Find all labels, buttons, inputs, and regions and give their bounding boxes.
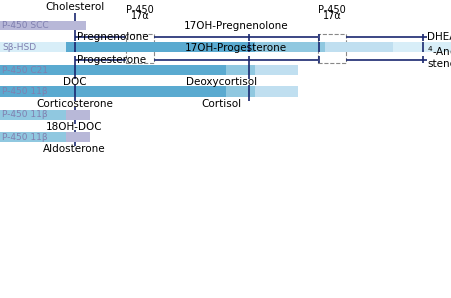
Bar — [0, 42, 451, 52]
Bar — [0, 65, 298, 75]
Text: Corticosterone: Corticosterone — [36, 99, 113, 109]
Text: P-450 11β: P-450 11β — [2, 133, 48, 142]
Text: P-450 11β: P-450 11β — [2, 87, 48, 96]
Bar — [0, 110, 90, 120]
Text: Progesterone: Progesterone — [77, 55, 146, 65]
Bar — [65, 42, 392, 52]
Text: Pregnenolone: Pregnenolone — [77, 32, 148, 42]
Bar — [0, 86, 255, 97]
Text: P-450: P-450 — [318, 5, 345, 15]
Bar — [0, 65, 255, 75]
Text: $^4$-Andro-
stenedione: $^4$-Andro- stenedione — [426, 44, 451, 69]
Text: DOC: DOC — [63, 77, 86, 87]
Text: DHEA: DHEA — [426, 32, 451, 42]
Text: P-450: P-450 — [126, 5, 153, 15]
Text: 17OH-Progesterone: 17OH-Progesterone — [184, 43, 286, 53]
Bar — [125, 34, 154, 63]
Text: 17α: 17α — [322, 11, 341, 21]
Text: Cholesterol: Cholesterol — [45, 2, 104, 12]
Bar — [0, 65, 226, 75]
Bar — [65, 132, 90, 142]
Text: 17OH-Pregnenolone: 17OH-Pregnenolone — [183, 21, 288, 31]
Bar — [0, 86, 298, 97]
Bar — [65, 42, 255, 52]
Bar — [65, 110, 90, 120]
Bar — [0, 132, 90, 142]
Bar — [317, 34, 345, 63]
Text: P-450 C21: P-450 C21 — [2, 66, 48, 74]
Bar — [0, 86, 226, 97]
Text: P-450 SCC: P-450 SCC — [2, 21, 49, 30]
Text: Deoxycortisol: Deoxycortisol — [185, 77, 257, 87]
Text: Cortisol: Cortisol — [201, 99, 241, 109]
Bar — [65, 42, 325, 52]
Text: Aldosterone: Aldosterone — [43, 144, 106, 154]
Text: Sβ-HSD: Sβ-HSD — [2, 43, 36, 52]
Text: 17α: 17α — [130, 11, 149, 21]
Text: P-450 11β: P-450 11β — [2, 110, 48, 119]
Bar — [0, 21, 86, 30]
Text: 18OH-DOC: 18OH-DOC — [46, 122, 103, 132]
